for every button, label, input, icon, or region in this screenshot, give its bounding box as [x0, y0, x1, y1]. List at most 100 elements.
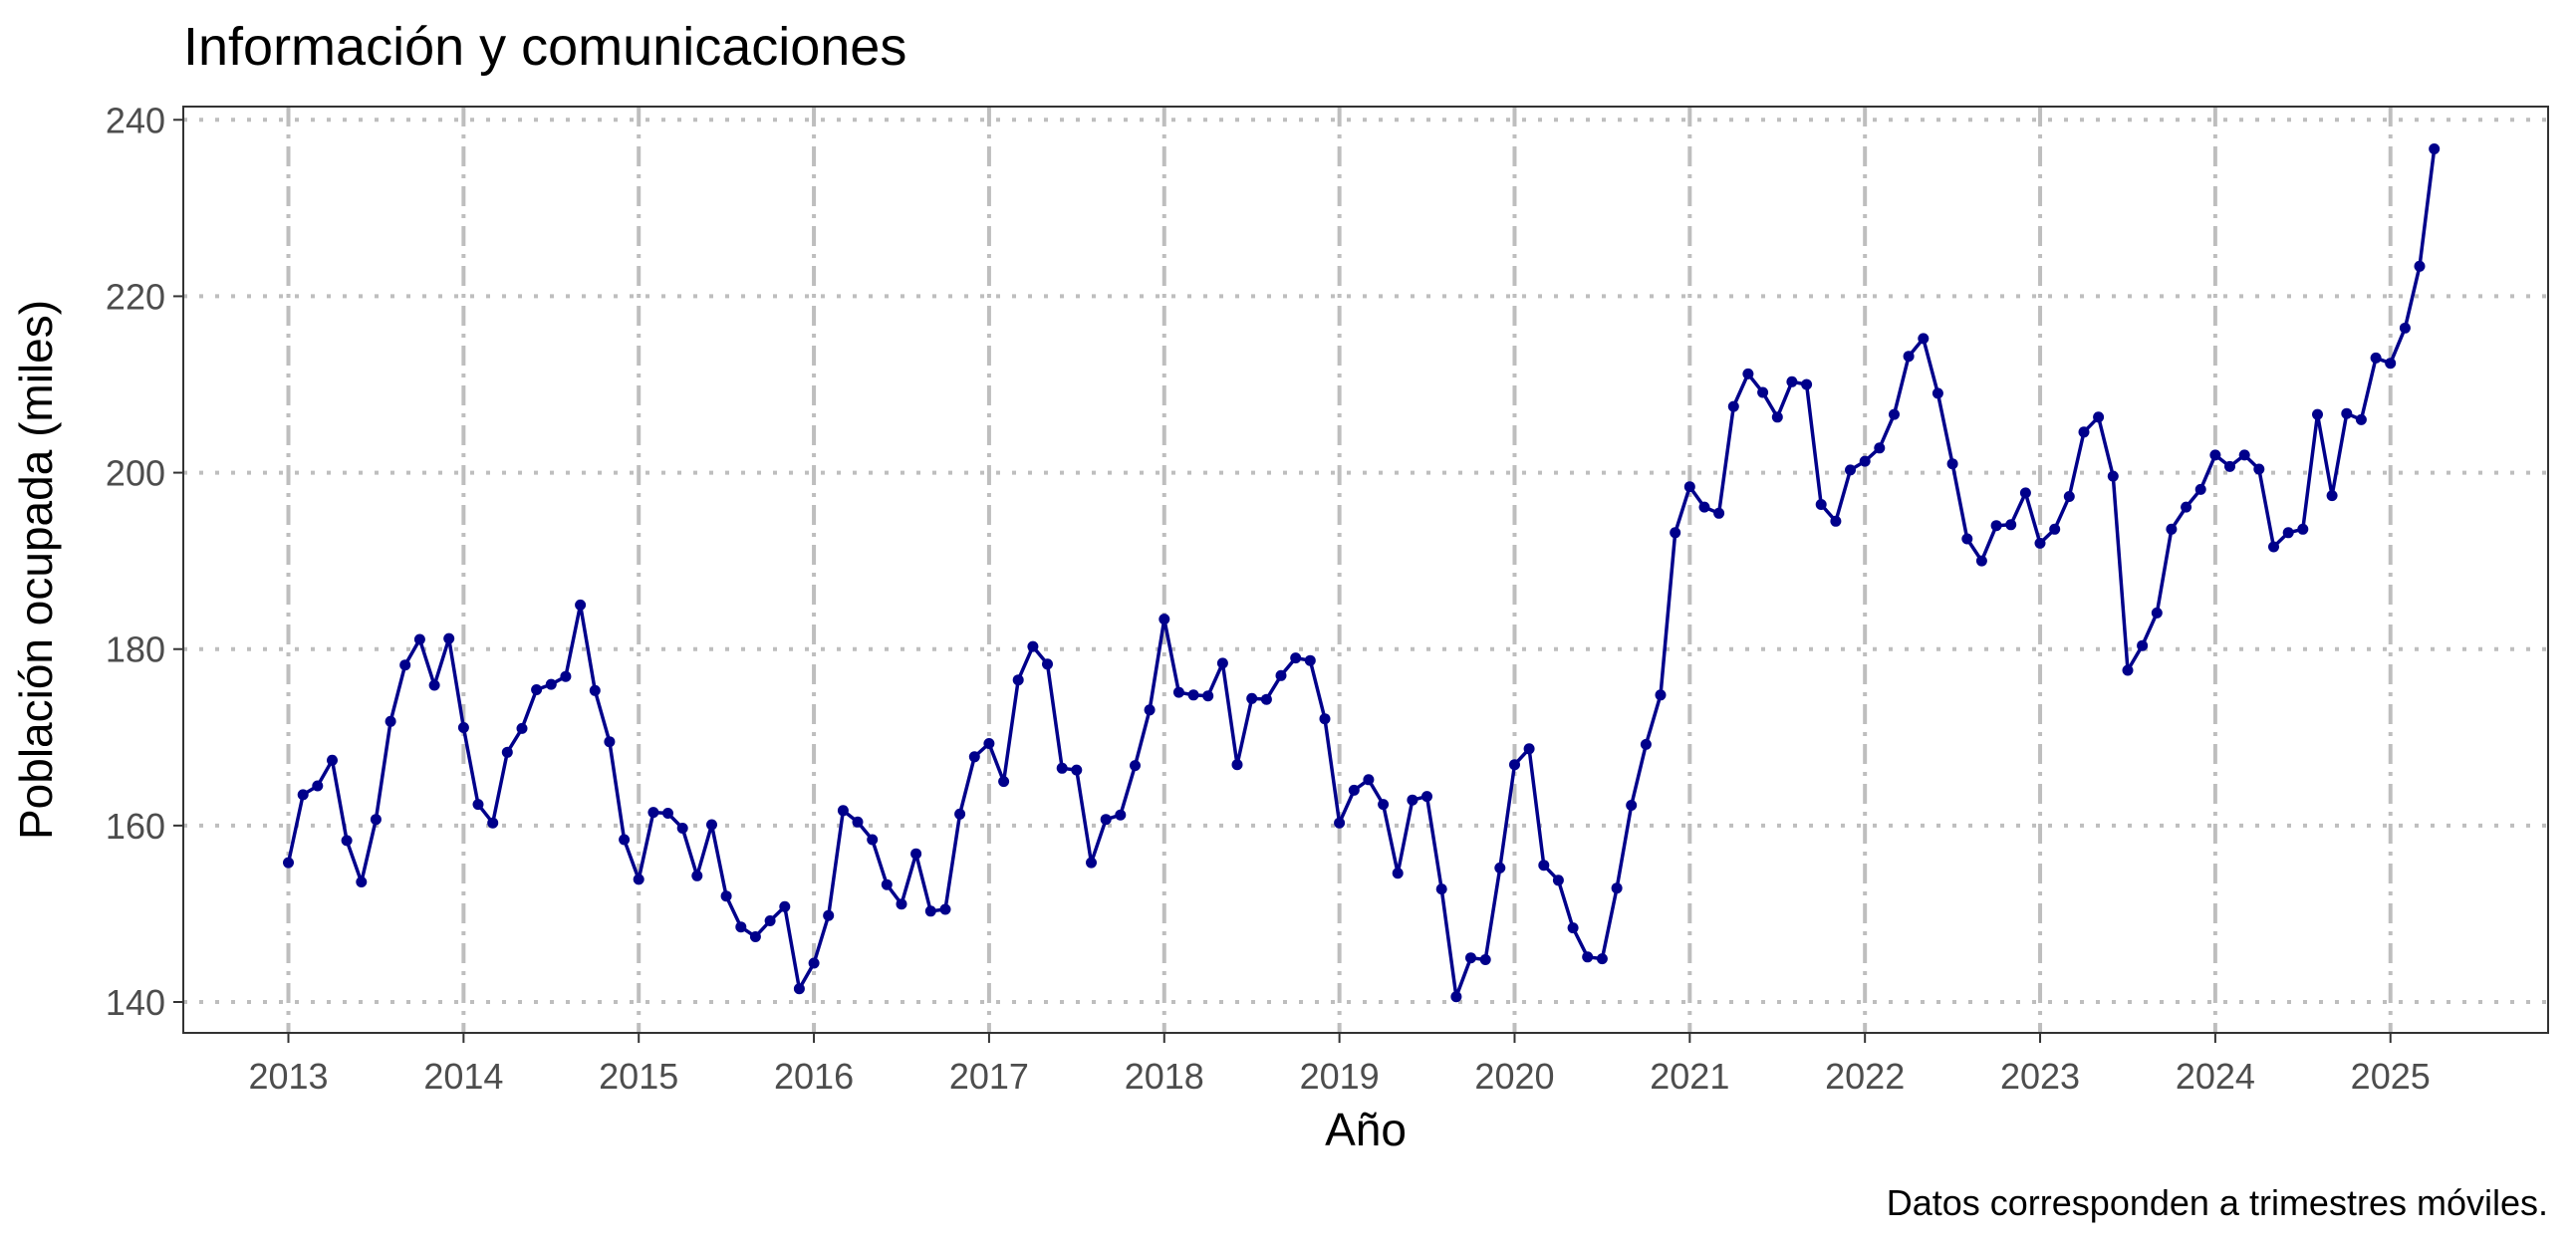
data-point	[1611, 882, 1623, 894]
data-point	[1334, 817, 1346, 829]
x-tick-label: 2016	[774, 1056, 854, 1097]
data-point	[983, 738, 995, 749]
data-point	[312, 780, 324, 792]
data-point	[706, 819, 717, 831]
data-point	[2122, 664, 2134, 676]
data-point	[1086, 857, 1097, 869]
data-point	[1056, 762, 1068, 774]
data-point	[516, 722, 528, 734]
y-tick-label: 200	[106, 453, 165, 494]
data-point	[2297, 523, 2309, 535]
data-point	[823, 909, 835, 921]
data-point	[2063, 491, 2075, 502]
data-point	[896, 898, 907, 910]
data-point	[1159, 614, 1170, 625]
data-point	[1202, 690, 1214, 702]
data-point	[531, 684, 543, 695]
data-point	[1552, 875, 1564, 886]
data-point	[560, 670, 572, 682]
data-point	[968, 751, 980, 763]
data-point	[2194, 483, 2206, 495]
data-point	[1392, 868, 1404, 879]
data-point	[676, 823, 688, 834]
grid-lines	[183, 107, 2548, 1033]
data-point	[910, 848, 922, 860]
data-point	[808, 957, 820, 969]
data-point	[297, 789, 309, 801]
data-point	[735, 921, 747, 933]
y-tick-label: 240	[106, 100, 165, 140]
data-point	[1874, 442, 1886, 454]
x-tick-label: 2020	[1474, 1056, 1554, 1097]
data-point	[2282, 527, 2294, 539]
data-point	[2326, 490, 2338, 502]
x-axis-title: Año	[1325, 1104, 1407, 1155]
data-point	[2238, 449, 2250, 461]
data-point	[2166, 523, 2178, 535]
data-point	[662, 808, 673, 819]
data-point	[1815, 499, 1827, 510]
data-point	[954, 808, 966, 820]
data-point	[1640, 738, 1652, 750]
data-point	[1582, 951, 1594, 963]
data-point	[1713, 507, 1725, 519]
data-point	[2268, 541, 2279, 553]
data-point	[413, 633, 425, 645]
data-point	[1903, 351, 1915, 363]
data-point	[1100, 814, 1112, 826]
data-point	[749, 931, 761, 942]
data-point	[1683, 481, 1695, 493]
data-point	[1187, 689, 1199, 701]
data-point	[1655, 689, 1667, 701]
data-point	[1946, 458, 1958, 470]
data-point	[1742, 368, 1754, 379]
data-point	[1975, 555, 1987, 567]
data-point	[356, 876, 368, 887]
data-point	[2312, 408, 2323, 420]
data-point	[545, 678, 557, 690]
data-point	[2093, 411, 2105, 423]
x-tick-label: 2023	[2000, 1056, 2080, 1097]
data-point	[691, 870, 703, 881]
data-point	[385, 715, 396, 727]
x-tick-label: 2018	[1125, 1056, 1204, 1097]
data-point	[1859, 455, 1871, 467]
data-point	[604, 736, 616, 748]
data-point	[2049, 523, 2061, 535]
data-point	[1260, 693, 1272, 705]
x-tick-label: 2022	[1825, 1056, 1905, 1097]
data-point	[589, 684, 601, 696]
data-point	[647, 807, 659, 819]
data-point	[1479, 954, 1491, 965]
data-point	[443, 632, 455, 644]
data-point	[837, 805, 849, 817]
chart-title: Información y comunicaciones	[183, 17, 906, 77]
data-point	[1845, 464, 1856, 476]
data-point	[1990, 520, 2002, 532]
chart-caption: Datos corresponden a trimestres móviles.	[1887, 1182, 2548, 1223]
data-point	[1918, 333, 1930, 345]
data-point	[2253, 463, 2265, 475]
data-point	[1027, 640, 1039, 652]
data-point	[1275, 669, 1287, 681]
data-point	[2370, 352, 2382, 364]
data-point	[2005, 519, 2017, 531]
data-point	[1144, 704, 1156, 716]
data-point	[2151, 607, 2163, 619]
x-tick-label: 2019	[1300, 1056, 1380, 1097]
data-point	[1172, 686, 1184, 698]
data-point	[2341, 407, 2353, 419]
data-point	[779, 900, 791, 912]
data-point	[1304, 654, 1316, 666]
x-tick-label: 2025	[2351, 1056, 2431, 1097]
data-point	[1932, 387, 1943, 399]
data-point	[1727, 400, 1739, 412]
data-point	[399, 659, 411, 671]
y-tick-label: 140	[106, 982, 165, 1023]
series-line	[286, 148, 2437, 999]
data-point	[2019, 487, 2031, 499]
data-point	[1961, 533, 1973, 545]
data-point	[2034, 537, 2046, 549]
data-point	[1290, 652, 1302, 664]
